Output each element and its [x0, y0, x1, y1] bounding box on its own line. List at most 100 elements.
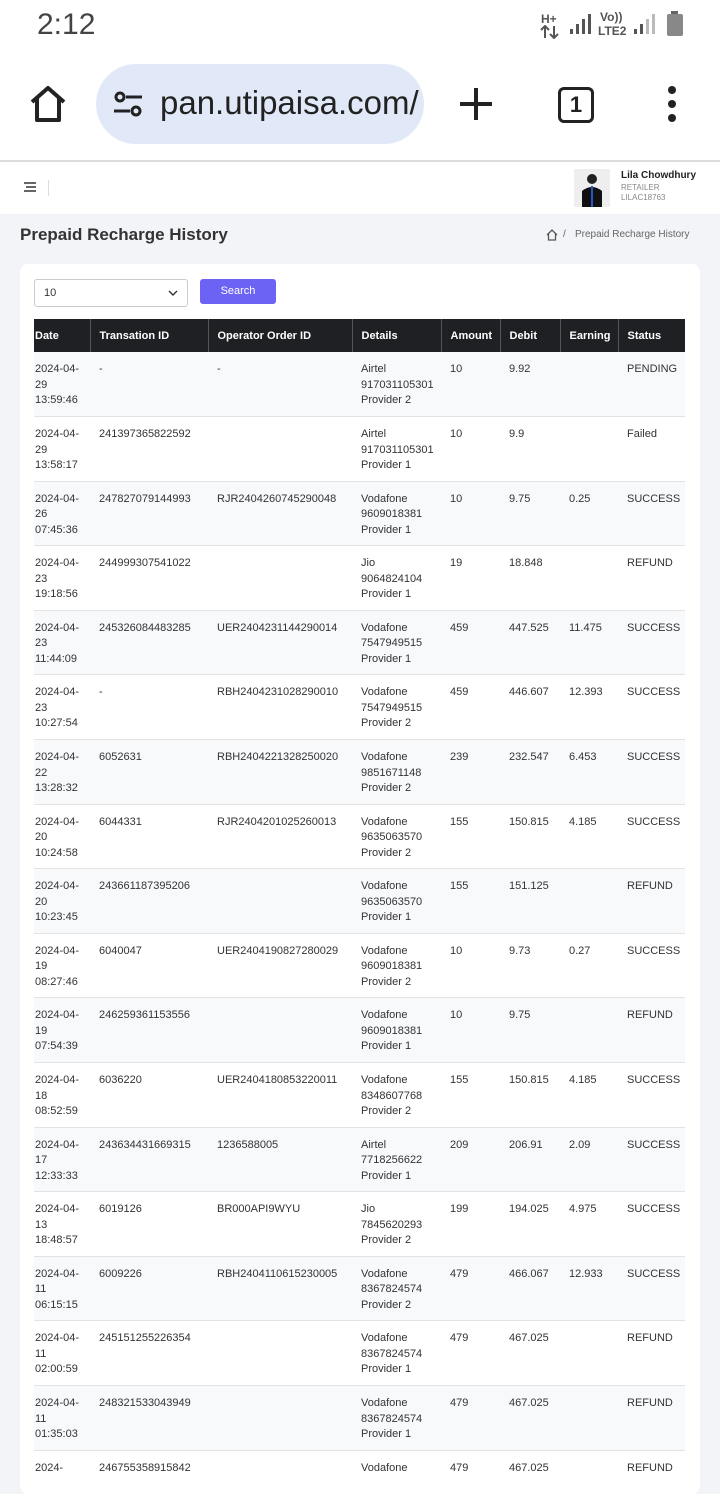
amount-cell: 209: [441, 1127, 500, 1193]
home-button[interactable]: [28, 84, 68, 124]
status-cell: REFUND: [618, 1385, 685, 1451]
operator-order-id-cell: [208, 416, 352, 482]
avatar[interactable]: [574, 169, 610, 207]
operator-order-id-cell: [208, 545, 352, 611]
earning-cell: [560, 1450, 618, 1494]
details-operator: Vodafone: [361, 944, 408, 957]
earning-cell: [560, 1320, 618, 1386]
table-row: 2024-04-19 08:27:46 6040047 UER24041908272…: [34, 933, 685, 999]
details-cell: Vodafone 9609018381 Provider 1: [352, 997, 441, 1064]
details-operator: Airtel: [361, 363, 387, 375]
status-cell: SUCCESS: [618, 481, 685, 547]
details-cell: Vodafone 8367824574 Provider 1: [352, 1385, 441, 1451]
details-provider: Provider 1: [361, 1040, 412, 1053]
details-cell: Jio 9064824104 Provider 1: [352, 545, 441, 611]
status-cell: REFUND: [618, 1320, 685, 1386]
date-cell: 2024-04-17 12:33:33: [34, 1127, 90, 1193]
details-operator: Jio: [361, 557, 376, 570]
date-cell: 2024-04-19 07:54:39: [34, 997, 90, 1064]
history-card: 10 Search Date Transation ID Operator Orde…: [20, 264, 700, 1494]
page-size-select[interactable]: 10: [34, 279, 188, 307]
transaction-id-cell: 246259361153556: [90, 997, 208, 1064]
date-cell: 2024-04-20 10:23:45: [34, 868, 90, 934]
details-operator: Vodafone: [361, 621, 408, 634]
table-row: 2024-04-11 06:15:15 6009226 RBH24041106152…: [34, 1256, 685, 1322]
menu-button[interactable]: [662, 84, 682, 124]
details-operator: Vodafone: [361, 1397, 408, 1409]
column-header: Operator Order ID: [208, 319, 353, 352]
url-text: pan.utipaisa.com/: [160, 84, 419, 121]
earning-cell: 6.453: [560, 739, 618, 805]
details-provider: Provider 2: [361, 394, 412, 406]
transaction-id-cell: 6040047: [90, 933, 208, 999]
details-provider: Provider 2: [361, 717, 412, 730]
details-cell: Vodafone 8367824574 Provider 2: [352, 1256, 441, 1322]
debit-cell: 9.75: [500, 997, 560, 1064]
amount-cell: 10: [441, 933, 500, 999]
amount-cell: 10: [441, 481, 500, 547]
header-row: Date Transation ID Operator Order ID Detail…: [34, 319, 685, 352]
app-header: Lila Chowdhury RETAILER LILAC18763: [0, 162, 720, 214]
earning-cell: 4.975: [560, 1191, 618, 1257]
debit-cell: 9.73: [500, 933, 560, 999]
details-number: 7718256622: [361, 1154, 423, 1167]
details-provider: Provider 1: [361, 1169, 412, 1182]
search-button[interactable]: Search: [200, 279, 276, 304]
operator-order-id-cell: RBH2404231028290010: [208, 674, 352, 741]
status-cell: SUCCESS: [618, 1191, 685, 1257]
status-cell: SUCCESS: [618, 1062, 685, 1128]
details-number: 9064824104: [361, 572, 423, 585]
transaction-id-cell: 241397365822592: [90, 416, 208, 482]
details-operator: Vodafone: [361, 751, 408, 764]
earning-cell: 4.185: [560, 804, 618, 870]
sidebar-toggle[interactable]: [23, 181, 37, 193]
details-number: 917031105301: [361, 378, 434, 391]
operator-order-id-cell: [208, 868, 352, 934]
details-number: 9851671148: [361, 766, 422, 779]
table-row: 2024-04-17 12:33:33 243634431669315 123658…: [34, 1127, 685, 1193]
details-provider: Provider 1: [361, 459, 412, 472]
site-settings-icon[interactable]: [112, 88, 144, 120]
details-cell: Vodafone 9609018381 Provider 1: [352, 481, 441, 547]
table-row: 2024-04-20 10:24:58 6044331 RJR24042010252…: [34, 804, 685, 870]
status-cell: SUCCESS: [618, 804, 685, 870]
details-operator: Vodafone: [361, 1267, 408, 1280]
operator-order-id-cell: UER2404231144290014: [208, 610, 352, 676]
table-row: 2024-04-20 10:23:45 243661187395206 Vodafo…: [34, 868, 685, 934]
url-bar[interactable]: pan.utipaisa.com/: [96, 64, 424, 144]
transaction-id-cell: 6052631: [90, 739, 208, 805]
details-provider: Provider 1: [361, 1363, 412, 1376]
divider: [48, 180, 49, 196]
transaction-id-cell: 246755358915842: [90, 1450, 208, 1494]
browser-bar: pan.utipaisa.com/ 1: [0, 52, 720, 162]
breadcrumb-home[interactable]: [546, 229, 558, 241]
transaction-id-cell: 245326084483285: [90, 610, 208, 676]
operator-order-id-cell: [208, 997, 352, 1064]
operator-order-id-cell: UER2404180853220011: [208, 1062, 352, 1128]
date-cell: 2024-04-29 13:58:17: [34, 416, 90, 482]
amount-cell: 459: [441, 674, 500, 741]
page-title: Prepaid Recharge History: [20, 225, 228, 244]
table-row: 2024-04-29 13:59:46- - Airtel 917031105301 P…: [34, 352, 685, 418]
earning-cell: [560, 997, 618, 1064]
new-tab-button[interactable]: [458, 86, 494, 122]
debit-cell: 9.92: [500, 352, 560, 418]
column-header: Earning: [560, 319, 619, 352]
debit-cell: 232.547: [500, 739, 560, 805]
details-provider: Provider 2: [361, 782, 412, 795]
date-cell: 2024-04-20 10:24:58: [34, 804, 90, 870]
status-cell: Failed: [618, 416, 685, 482]
signal-icon-2: [634, 14, 655, 34]
transaction-id-cell: 245151255226354: [90, 1320, 208, 1386]
earning-cell: 11.475: [560, 610, 618, 676]
details-provider: Provider 1: [361, 523, 412, 536]
details-cell: Vodafone 9635063570 Provider 2: [352, 804, 441, 870]
transaction-id-cell: 244999307541022: [90, 545, 208, 611]
details-cell: Airtel 917031105301 Provider 2: [352, 352, 441, 418]
tab-count[interactable]: 1: [558, 87, 594, 123]
earning-cell: 2.09: [560, 1127, 618, 1193]
date-cell: 2024-04-13 18:48:57: [34, 1191, 90, 1257]
status-cell: SUCCESS: [618, 1127, 685, 1193]
date-cell: 2024-: [34, 1450, 90, 1494]
